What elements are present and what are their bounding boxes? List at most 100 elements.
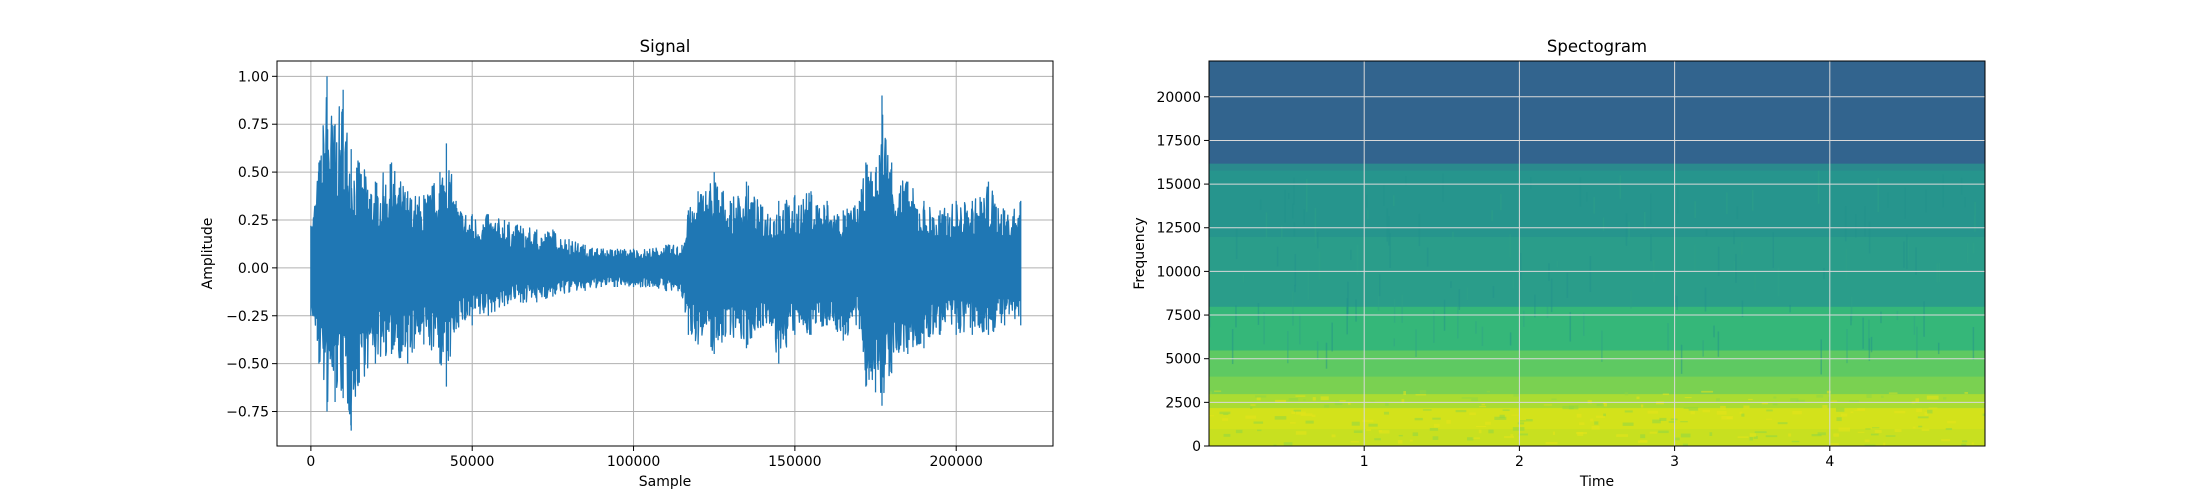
spectrogram-texture: [1754, 273, 1756, 292]
spectrogram-texture: [1628, 221, 1630, 241]
spectrogram-texture: [1840, 413, 1848, 417]
spectrogram-texture: [1351, 421, 1360, 426]
spectrogram-texture: [1519, 252, 1522, 280]
spectrogram-texture: [1393, 338, 1395, 347]
spectrogram-texture: [1624, 410, 1633, 413]
x-tick-label: 0: [306, 454, 315, 470]
spectrogram-texture: [1811, 434, 1822, 437]
spectrogram-texture: [1312, 397, 1316, 401]
x-tick-label: 150000: [768, 454, 821, 470]
spectrogram-texture: [1576, 432, 1587, 435]
spectrogram-texture: [1927, 409, 1933, 414]
spectrogram-texture: [1680, 421, 1688, 423]
spectrogram-texture: [1739, 411, 1743, 415]
spectrogram-texture: [1235, 228, 1238, 260]
spectrogram-texture: [1737, 436, 1749, 438]
spectrogram-texture: [1790, 398, 1799, 402]
spectrogram-texture: [1303, 209, 1305, 225]
spectrogram-band: [1209, 349, 1985, 377]
spectrogram-texture: [1209, 313, 1211, 328]
spectrogram-texture: [1864, 444, 1876, 446]
y-tick-label: 0.00: [238, 261, 269, 277]
spectrogram-texture: [1377, 274, 1380, 311]
spectrogram-texture: [1295, 431, 1307, 435]
x-tick-label: 50000: [450, 454, 495, 470]
spectrogram-texture: [1334, 401, 1343, 406]
spectrogram-texture: [1918, 425, 1923, 428]
spectrogram-texture: [1350, 249, 1352, 260]
spectrogram-texture: [1971, 442, 1974, 445]
spectrogram-texture: [1680, 344, 1683, 374]
spectrogram-texture: [1743, 405, 1750, 409]
spectrogram-texture: [1872, 427, 1880, 429]
spectrogram-texture: [1716, 410, 1727, 415]
spectrogram-texture: [1401, 294, 1403, 323]
y-tick-label: 10000: [1156, 264, 1201, 280]
spectrogram-panel: 1 2 3 4 0 2500 5000 7500 10000 12500 15000 17500 200…: [1132, 37, 1986, 490]
spectrogram-texture: [1223, 413, 1229, 415]
spectrogram-image: [1209, 61, 1985, 446]
spectrogram-texture: [1880, 311, 1882, 324]
spectrogram-texture: [1682, 443, 1689, 446]
spectrogram-texture: [1355, 299, 1357, 322]
spectrogram-texture: [1845, 248, 1847, 280]
spectrogram-texture: [1469, 412, 1476, 416]
y-tick-label: 12500: [1156, 221, 1201, 237]
spectrogram-texture: [1419, 390, 1427, 394]
spectrogram-texture: [1281, 225, 1283, 239]
y-tick-label: 15000: [1156, 177, 1201, 193]
spectrogram-texture: [1733, 230, 1735, 245]
spectrogram-texture: [1864, 206, 1866, 237]
signal-x-axis-label: Sample: [639, 474, 692, 490]
spectrogram-band: [1209, 61, 1985, 164]
spectrogram-texture: [1222, 418, 1228, 421]
spectrogram-texture: [1569, 312, 1572, 342]
spectrogram-texture: [1374, 438, 1381, 441]
spectrogram-texture: [1836, 407, 1845, 412]
spectrogram-texture: [1589, 255, 1592, 292]
spectrogram-texture: [1676, 185, 1679, 214]
spectrogram-texture: [1916, 408, 1923, 413]
spectrogram-texture: [1265, 212, 1268, 238]
spectrogram-y-axis-label: Frequency: [1132, 217, 1148, 289]
spectrogram-texture: [1820, 339, 1822, 375]
spectrogram-texture: [1777, 267, 1780, 297]
spectrogram-texture: [1346, 307, 1348, 335]
spectrogram-texture: [1576, 413, 1582, 418]
spectrogram-texture: [1945, 428, 1953, 431]
spectrogram-texture: [1960, 177, 1963, 195]
spectrogram-texture: [1486, 390, 1491, 393]
spectrogram-texture: [1415, 329, 1417, 357]
y-tick-label: 5000: [1165, 352, 1201, 368]
spectrogram-texture: [1622, 422, 1634, 426]
spectrogram-texture: [1393, 299, 1396, 323]
spectrogram-texture: [1938, 262, 1941, 283]
spectrogram-texture: [1450, 281, 1452, 288]
spectrogram-band: [1209, 428, 1985, 446]
spectrogram-texture: [1849, 400, 1859, 404]
spectrogram-texture: [1509, 332, 1512, 346]
spectrogram-texture: [1822, 405, 1828, 409]
spectrogram-texture: [1702, 340, 1704, 357]
spectrogram-texture: [1293, 409, 1302, 412]
spectrogram-texture: [1668, 421, 1676, 423]
spectrogram-texture: [1324, 404, 1330, 408]
signal-panel: 0 50000 100000 150000 200000 −0.75 −0.50 −0.25 0…: [200, 37, 1054, 490]
spectrogram-texture: [1773, 396, 1777, 399]
spectrogram-texture: [1366, 194, 1368, 208]
spectrogram-texture: [1601, 330, 1603, 362]
spectrogram-texture: [1385, 402, 1389, 406]
spectrogram-texture: [1551, 398, 1557, 401]
spectrogram-texture: [1596, 403, 1603, 407]
spectrogram-texture: [1619, 175, 1622, 199]
spectrogram-texture: [1548, 263, 1550, 282]
spectrogram-texture: [1913, 316, 1916, 335]
spectrogram-texture: [1640, 404, 1644, 408]
spectrogram-texture: [1684, 396, 1692, 399]
spectrogram-texture: [1650, 234, 1652, 262]
spectrogram-texture: [1386, 208, 1389, 242]
spectrogram-texture: [1717, 331, 1720, 357]
y-tick-label: 20000: [1156, 90, 1201, 106]
x-tick-label: 100000: [607, 454, 660, 470]
spectrogram-texture: [1870, 433, 1879, 436]
